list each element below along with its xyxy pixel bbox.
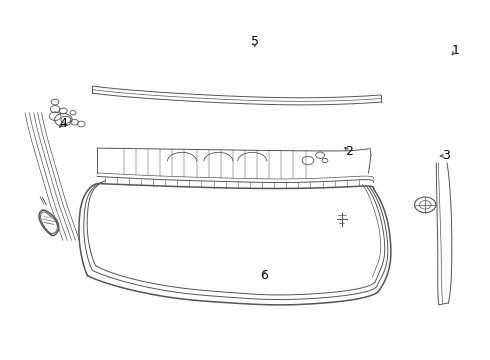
Text: 6: 6 xyxy=(261,269,269,282)
Text: 4: 4 xyxy=(59,117,67,130)
Text: 3: 3 xyxy=(442,149,450,162)
Text: 2: 2 xyxy=(345,145,353,158)
Text: 5: 5 xyxy=(251,35,259,48)
Text: 1: 1 xyxy=(452,44,460,57)
